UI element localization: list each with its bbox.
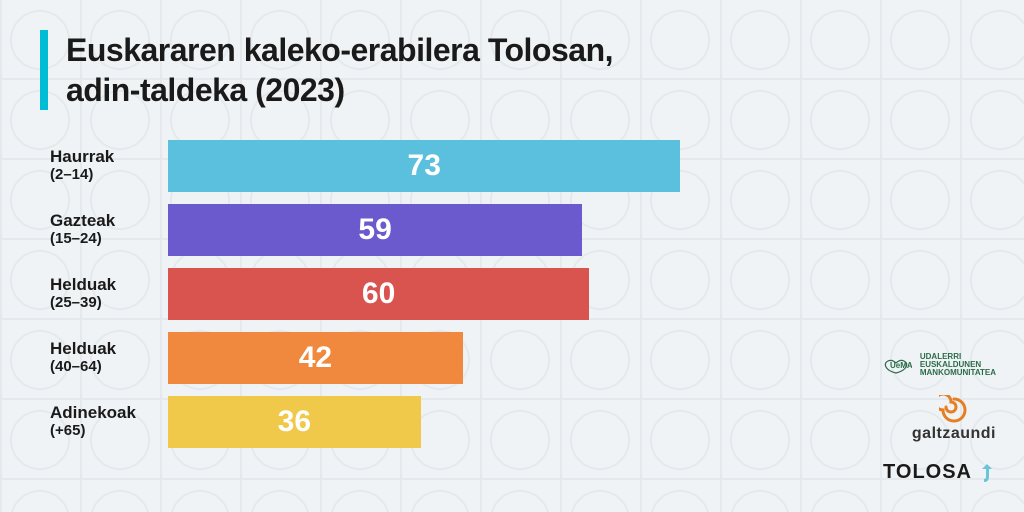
chart-row: Gazteak(15–24)59 [50,204,870,256]
bar-track: 59 [168,204,870,256]
chart-row: Helduak(25–39)60 [50,268,870,320]
row-label-name: Haurrak [50,148,158,167]
title-line-1: Euskararen kaleko-erabilera Tolosan, [66,32,613,68]
chart-row: Haurrak(2–14)73 [50,140,870,192]
row-label: Haurrak(2–14) [50,148,168,183]
logo-uema: UeMA UDALERRI EUSKALDUNEN MANKOMUNITATEA [882,353,996,377]
svg-text:UeMA: UeMA [890,361,912,370]
title-line-2: adin-taldeka (2023) [66,72,345,108]
uema-icon: UeMA [882,353,912,377]
tolosa-mark-icon [978,462,996,484]
title-accent-bar [40,30,48,110]
bar-track: 60 [168,268,870,320]
bar: 42 [168,332,463,384]
row-label-range: (15–24) [50,231,158,248]
row-label-range: (2–14) [50,167,158,184]
row-label: Adinekoak(+65) [50,404,168,439]
bar: 60 [168,268,589,320]
content-area: Euskararen kaleko-erabilera Tolosan, adi… [0,0,1024,480]
chart-row: Helduak(40–64)42 [50,332,870,384]
bar-track: 36 [168,396,870,448]
row-label: Helduak(40–64) [50,340,168,375]
title-block: Euskararen kaleko-erabilera Tolosan, adi… [40,30,984,110]
bar-chart: Haurrak(2–14)73Gazteak(15–24)59Helduak(2… [50,140,870,448]
chart-row: Adinekoak(+65)36 [50,396,870,448]
row-label-range: (+65) [50,423,158,440]
row-label-name: Helduak [50,276,158,295]
bar: 73 [168,140,680,192]
tolosa-name: TOLOSA [883,461,972,484]
row-label: Gazteak(15–24) [50,212,168,247]
row-label-name: Helduak [50,340,158,359]
row-label-range: (25–39) [50,295,158,312]
row-label-name: Gazteak [50,212,158,231]
row-label-name: Adinekoak [50,404,158,423]
bar: 36 [168,396,421,448]
uema-subtext: UDALERRI EUSKALDUNEN MANKOMUNITATEA [920,353,996,377]
page-title: Euskararen kaleko-erabilera Tolosan, adi… [66,30,613,110]
logo-tolosa: TOLOSA [883,461,996,484]
bar-track: 42 [168,332,870,384]
row-label: Helduak(25–39) [50,276,168,311]
row-label-range: (40–64) [50,359,158,376]
galtzaundi-name: galtzaundi [912,425,996,443]
galtzaundi-spiral-icon [939,395,969,425]
sponsor-logos: UeMA UDALERRI EUSKALDUNEN MANKOMUNITATEA… [882,353,996,484]
bar: 59 [168,204,582,256]
bar-track: 73 [168,140,870,192]
logo-galtzaundi: galtzaundi [912,395,996,443]
